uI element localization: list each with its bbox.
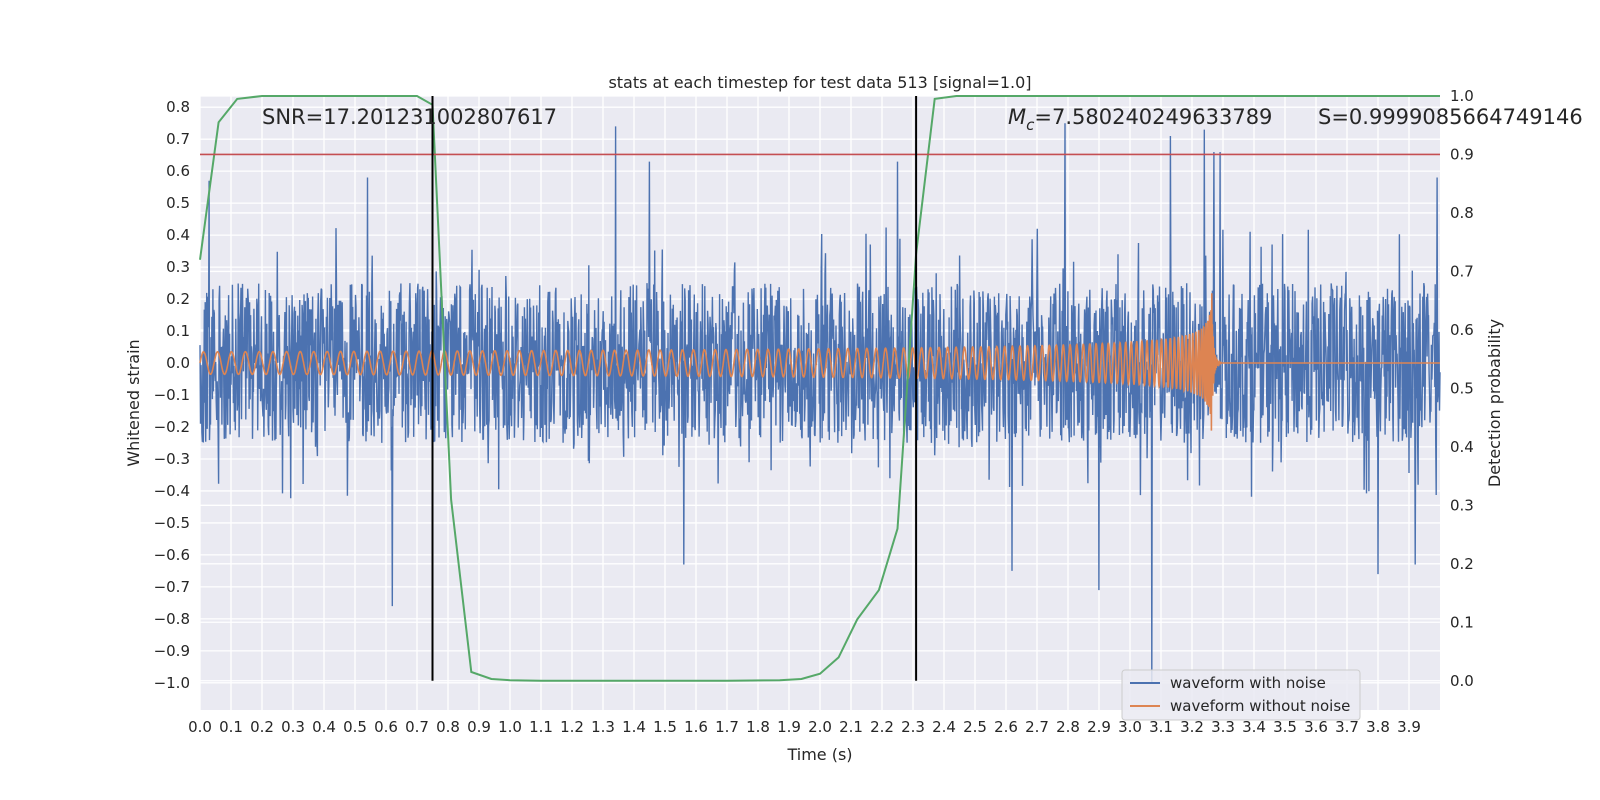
x-tick-label: 0.6 — [374, 718, 398, 736]
x-tick-label: 3.2 — [1180, 718, 1204, 736]
significance-annotation: S=0.9999085664749146 — [1318, 105, 1583, 129]
x-tick-label: 3.4 — [1242, 718, 1266, 736]
right-y-tick-label: 0.1 — [1450, 613, 1474, 631]
x-tick-label: 2.0 — [808, 718, 832, 736]
y-tick-label: −0.1 — [154, 386, 190, 404]
x-tick-label: 0.1 — [219, 718, 243, 736]
x-tick-label: 0.5 — [343, 718, 367, 736]
x-tick-label: 1.1 — [529, 718, 553, 736]
y-tick-label: −0.9 — [154, 642, 190, 660]
x-tick-label: 0.9 — [467, 718, 491, 736]
x-tick-label: 0.3 — [281, 718, 305, 736]
series-detection-probability — [199, 95, 1440, 682]
legend-label-waveform-without-noise: waveform without noise — [1170, 697, 1350, 715]
x-tick-label: 3.8 — [1366, 718, 1390, 736]
x-tick-label: 2.7 — [1025, 718, 1049, 736]
x-tick-label: 1.8 — [746, 718, 770, 736]
x-tick-label: 0.0 — [188, 718, 212, 736]
x-tick-label: 3.7 — [1335, 718, 1359, 736]
x-tick-label: 3.6 — [1304, 718, 1328, 736]
y-tick-label: −0.3 — [154, 450, 190, 468]
x-tick-label: 1.9 — [777, 718, 801, 736]
y-tick-label: −0.2 — [154, 418, 190, 436]
x-tick-label: 3.0 — [1118, 718, 1142, 736]
x-tick-label: 1.0 — [498, 718, 522, 736]
right-y-tick-label: 0.8 — [1450, 204, 1474, 222]
y-tick-label: 0.6 — [166, 162, 190, 180]
y-tick-label: −0.5 — [154, 514, 190, 532]
vertical-markers — [431, 96, 918, 681]
y-tick-label: −0.8 — [154, 610, 190, 628]
x-tick-label: 1.5 — [653, 718, 677, 736]
x-tick-label: 0.2 — [250, 718, 274, 736]
y-tick-label: −0.7 — [154, 578, 190, 596]
y-tick-label: 0.8 — [166, 98, 190, 116]
y-tick-label: 0.0 — [166, 354, 190, 372]
y-tick-label: 0.5 — [166, 194, 190, 212]
x-tick-label: 2.6 — [994, 718, 1018, 736]
y-axis-label: Whitened strain — [124, 339, 143, 466]
right-y-tick-label: 0.6 — [1450, 321, 1474, 339]
legend-label-waveform-with-noise: waveform with noise — [1170, 674, 1326, 692]
right-y-tick-label: 0.5 — [1450, 379, 1474, 397]
x-tick-label: 2.3 — [901, 718, 925, 736]
x-tick-label: 2.4 — [932, 718, 956, 736]
y-tick-label: 0.1 — [166, 322, 190, 340]
line-detection-probability — [199, 95, 1440, 682]
legend: waveform with noise waveform without noi… — [1121, 669, 1361, 721]
x-axis-label: Time (s) — [786, 745, 852, 764]
right-y-tick-label: 0.7 — [1450, 262, 1474, 280]
x-tick-label: 0.8 — [436, 718, 460, 736]
x-tick-label: 0.4 — [312, 718, 336, 736]
x-tick-label: 3.3 — [1211, 718, 1235, 736]
y-tick-label: 0.4 — [166, 226, 190, 244]
chirp-mass-symbol: M — [1008, 105, 1026, 129]
right-y-tick-label: 0.0 — [1450, 672, 1474, 690]
x-tick-labels: 0.0 0.1 0.2 0.3 0.4 0.5 0.6 0.7 0.8 0.9 1.0 1.1 1.2 1… — [188, 718, 1421, 736]
line-waveform-without-noise — [199, 293, 1440, 431]
chirp-mass-annotation: Mc=7.580240249633789 — [1008, 105, 1272, 134]
x-tick-label: 1.4 — [622, 718, 646, 736]
x-tick-label: 1.3 — [591, 718, 615, 736]
x-tick-label: 2.8 — [1056, 718, 1080, 736]
chirp-mass-value: =7.580240249633789 — [1034, 105, 1272, 129]
line-waveform-with-noise — [199, 123, 1441, 683]
x-tick-label: 1.2 — [560, 718, 584, 736]
x-tick-label: 1.7 — [715, 718, 739, 736]
x-tick-label: 3.1 — [1149, 718, 1173, 736]
y-tick-label: −1.0 — [154, 674, 190, 692]
x-tick-label: 0.7 — [405, 718, 429, 736]
x-tick-label: 2.5 — [963, 718, 987, 736]
right-y-tick-label: 0.2 — [1450, 555, 1474, 573]
legend-box — [1121, 669, 1361, 721]
series-waveform-with-noise — [199, 123, 1441, 683]
x-tick-label: 3.9 — [1397, 718, 1421, 736]
x-tick-label: 3.5 — [1273, 718, 1297, 736]
chirp-mass-subscript: c — [1026, 116, 1035, 134]
y-tick-label: 0.3 — [166, 258, 190, 276]
x-tick-label: 2.9 — [1087, 718, 1111, 736]
x-tick-label: 2.1 — [839, 718, 863, 736]
snr-annotation: SNR=17.201231002807617 — [262, 105, 557, 129]
chart-title: stats at each timestep for test data 513… — [608, 73, 1031, 92]
x-tick-label: 1.6 — [684, 718, 708, 736]
right-y-tick-label: 0.3 — [1450, 496, 1474, 514]
right-y-tick-labels: 1.0 0.9 0.8 0.7 0.6 0.5 0.4 0.3 0.2 0.1 0.0 — [1450, 87, 1474, 690]
y-tick-label: −0.4 — [154, 482, 190, 500]
right-y-tick-label: 1.0 — [1450, 87, 1474, 105]
y-tick-label: 0.2 — [166, 290, 190, 308]
right-y-tick-label: 0.9 — [1450, 145, 1474, 163]
x-tick-label: 2.2 — [870, 718, 894, 736]
series-waveform-without-noise — [199, 293, 1440, 431]
right-y-tick-label: 0.4 — [1450, 438, 1474, 456]
y-tick-label: −0.6 — [154, 546, 190, 564]
right-y-axis-label: Detection probability — [1485, 319, 1504, 487]
y-tick-label: 0.7 — [166, 130, 190, 148]
y-tick-labels: 0.8 0.7 0.6 0.5 0.4 0.3 0.2 0.1 0.0 −0.1 −0.2 −0.3 −… — [154, 98, 190, 692]
